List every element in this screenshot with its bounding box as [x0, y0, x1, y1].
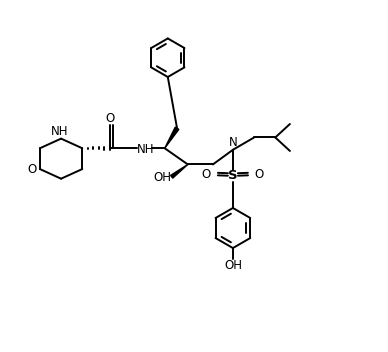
- Text: O: O: [255, 168, 264, 181]
- Text: OH: OH: [153, 171, 171, 184]
- Text: O: O: [28, 163, 37, 176]
- Polygon shape: [171, 164, 188, 178]
- Text: OH: OH: [224, 259, 242, 272]
- Text: N: N: [229, 136, 237, 149]
- Text: O: O: [106, 112, 114, 125]
- Text: NH: NH: [50, 125, 68, 138]
- Text: S: S: [228, 170, 238, 182]
- Text: O: O: [202, 168, 211, 181]
- Text: NH: NH: [137, 143, 154, 156]
- Polygon shape: [165, 127, 179, 148]
